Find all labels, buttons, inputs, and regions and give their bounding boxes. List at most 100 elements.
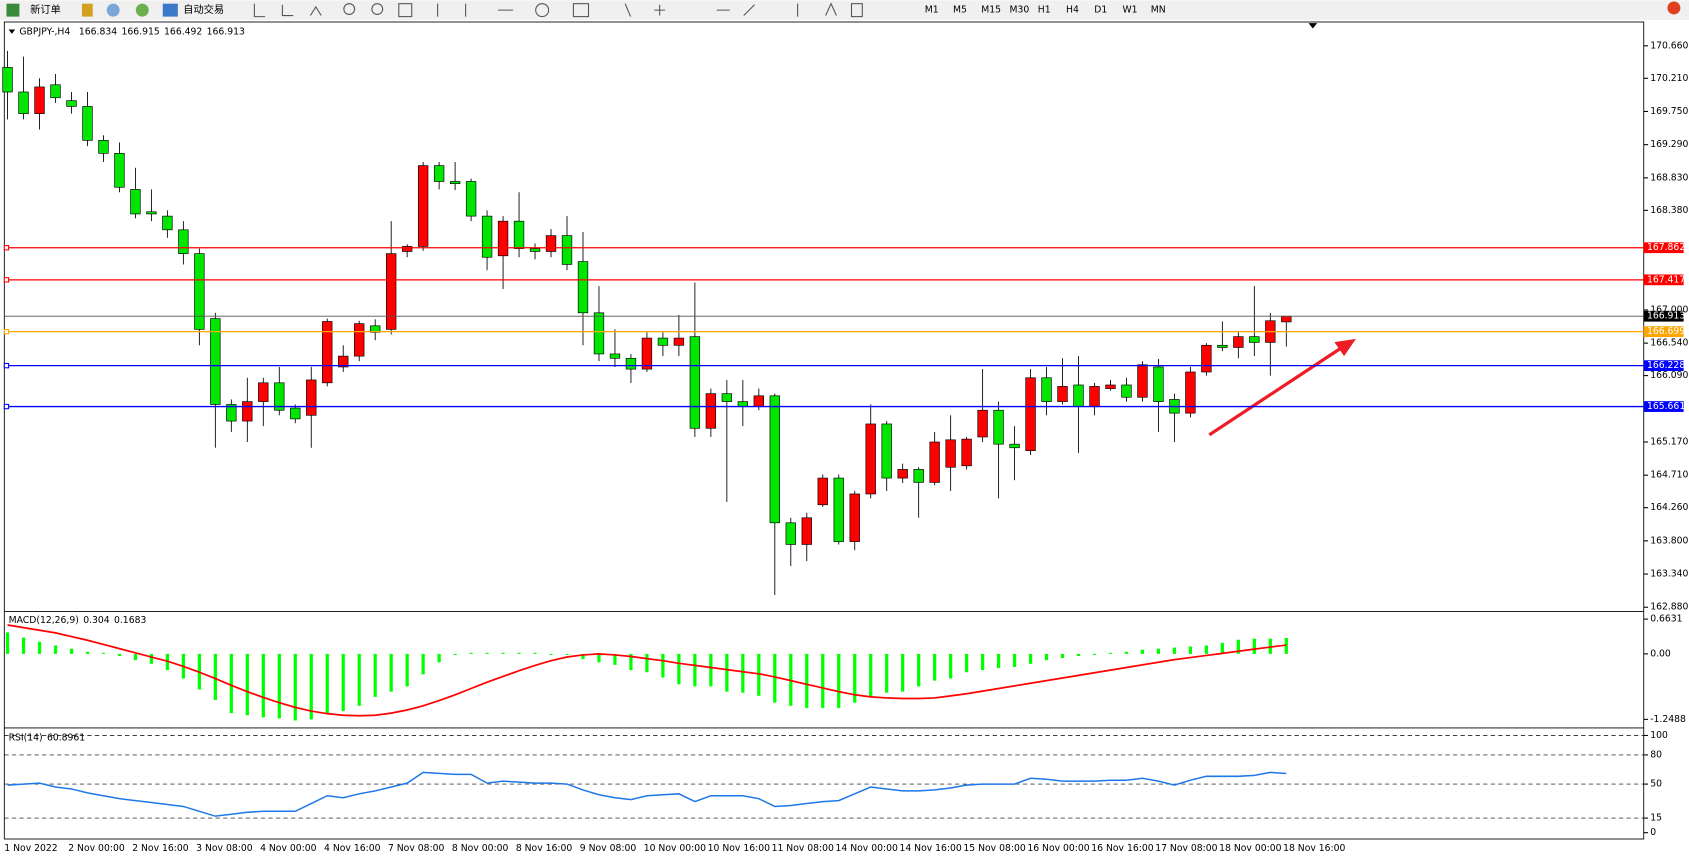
macd-bar xyxy=(629,653,633,671)
candle-body xyxy=(354,323,365,357)
trend-arrow xyxy=(1208,338,1356,437)
candle-body xyxy=(18,91,29,114)
chart-frame xyxy=(3,21,1645,840)
y-tick-label: 163.340 xyxy=(1650,569,1688,580)
header-value: 166.834 xyxy=(79,26,117,37)
macd-bar xyxy=(1220,642,1224,654)
x-tick-label: 8 Nov 16:00 xyxy=(516,843,573,854)
candle-body xyxy=(322,321,333,384)
x-tick-label: 9 Nov 08:00 xyxy=(580,843,637,854)
timeframe-button[interactable]: W1 xyxy=(1122,5,1137,16)
candle-body xyxy=(1201,344,1212,373)
timeframe-button[interactable]: M15 xyxy=(981,5,1001,16)
level-label: 166.699 xyxy=(1647,326,1685,337)
macd-bar xyxy=(421,653,425,675)
macd-bar xyxy=(597,653,601,663)
macd-bar xyxy=(980,653,985,671)
candle-body xyxy=(401,246,413,252)
timeframe-button[interactable]: MN xyxy=(1151,5,1166,16)
y-tick-label: 168.830 xyxy=(1650,172,1688,183)
new-order-icon[interactable] xyxy=(6,3,20,17)
y-tick-label: 162.880 xyxy=(1650,602,1688,613)
tool-icons[interactable] xyxy=(253,2,863,18)
timeframe-button[interactable]: M30 xyxy=(1010,5,1030,16)
candle-body xyxy=(625,357,637,370)
x-tick-label: 16 Nov 16:00 xyxy=(1091,843,1153,854)
candle-body xyxy=(1185,371,1196,414)
candle-body xyxy=(545,235,557,252)
timeframe-button[interactable]: M1 xyxy=(925,5,939,16)
macd-bar xyxy=(1044,653,1049,661)
macd-bar xyxy=(1108,652,1113,654)
candle-body xyxy=(977,409,988,438)
candle-body xyxy=(433,165,445,182)
candle-body xyxy=(114,153,125,188)
macd-bar xyxy=(613,653,617,665)
candle-body xyxy=(370,325,381,333)
candle-body xyxy=(945,439,956,468)
level-handle xyxy=(3,362,10,369)
y-tick-label: 100 xyxy=(1650,730,1668,741)
timeframe-button[interactable]: H1 xyxy=(1038,5,1051,16)
macd-bar xyxy=(1204,645,1209,654)
macd-bar xyxy=(37,641,42,654)
icon[interactable] xyxy=(81,3,93,17)
y-tick-label: 170.210 xyxy=(1650,73,1688,84)
candle-body xyxy=(561,235,573,265)
new-order[interactable]: 新订单 xyxy=(30,3,61,16)
y-tick-label: 0.00 xyxy=(1650,648,1671,659)
candle-body xyxy=(66,100,77,107)
indicator-name: RSI(14) xyxy=(9,732,43,743)
macd-bar xyxy=(373,653,377,697)
macd-bar xyxy=(581,653,585,660)
timeframe-button[interactable]: H4 xyxy=(1066,5,1079,16)
auto-trading-icon[interactable] xyxy=(162,3,178,17)
macd-bar xyxy=(901,653,905,692)
macd-bar xyxy=(805,653,809,708)
macd-bar xyxy=(661,653,665,678)
price-label: 166.913 xyxy=(1647,311,1685,322)
icon[interactable] xyxy=(135,3,149,17)
candle-body xyxy=(34,86,45,114)
x-tick-label: 7 Nov 08:00 xyxy=(388,843,445,854)
macd-bar xyxy=(229,653,233,714)
timeframe-button[interactable]: M5 xyxy=(953,5,967,16)
macd-bar xyxy=(773,653,777,703)
auto-trading[interactable]: 自动交易 xyxy=(183,3,224,16)
candle-body xyxy=(82,106,93,141)
candle-body xyxy=(481,215,493,258)
candle-body xyxy=(449,181,461,184)
y-tick-label: 15 xyxy=(1650,813,1662,824)
candle-body xyxy=(817,477,828,506)
macd-bar xyxy=(1060,653,1065,659)
candle-body xyxy=(1041,377,1052,402)
macd-bar xyxy=(853,653,857,703)
macd-bar xyxy=(565,653,569,655)
timeframe-button[interactable]: D1 xyxy=(1094,5,1107,16)
macd-bar xyxy=(517,652,521,654)
candle-body xyxy=(833,477,844,542)
header-value: GBPJPY-,H4 xyxy=(19,26,70,37)
icon[interactable] xyxy=(106,3,120,17)
macd-bar xyxy=(133,653,138,661)
macd-bar xyxy=(1092,653,1097,655)
y-tick-label: 169.750 xyxy=(1650,106,1688,117)
macd-bar xyxy=(709,653,713,687)
macd-bar xyxy=(293,653,297,721)
candle-body xyxy=(1025,377,1036,451)
candle-body xyxy=(258,382,269,402)
level-label-bg xyxy=(1643,401,1684,412)
x-tick-label: 2 Nov 16:00 xyxy=(132,843,189,854)
macd-bar xyxy=(21,637,26,654)
level-label-bg xyxy=(1643,274,1684,286)
rsi-line xyxy=(7,771,1287,817)
macd-bar xyxy=(741,653,745,693)
macd-bar xyxy=(725,653,729,692)
candle-body xyxy=(1057,386,1068,402)
level-label-bg xyxy=(1643,242,1684,254)
header-value: 166.492 xyxy=(164,26,202,37)
alert-icon[interactable] xyxy=(1667,1,1681,15)
macd-bar xyxy=(549,653,553,655)
macd-bar xyxy=(261,653,265,718)
